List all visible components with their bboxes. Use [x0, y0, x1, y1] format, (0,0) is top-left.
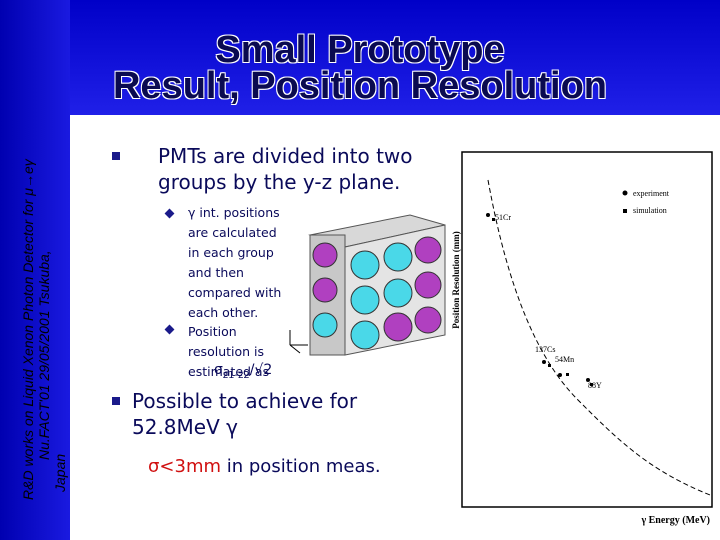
point-label: 51Cr — [495, 213, 511, 222]
note-text: in position meas. — [226, 456, 381, 477]
bullet-text: PMTs are divided into two groups by the … — [158, 144, 413, 194]
resolution-plot: experiment simulation 51Cr 137Cs 54Mn 88… — [451, 151, 713, 526]
y-axis-label: Position Resolution (mm) — [451, 231, 461, 329]
bullet-marker — [112, 152, 120, 160]
formula-symbol: σ — [214, 362, 223, 378]
sub-bullet-text: γ int. positions are calculated in each … — [188, 205, 282, 320]
point-label: 54Mn — [555, 355, 574, 364]
side-line: Japan — [52, 453, 68, 492]
sub-bullet-marker — [164, 324, 175, 335]
bullet-text: Possible to achieve for 52.8MeV γ — [132, 389, 358, 439]
title-line: Result, Position Resolution — [112, 65, 608, 107]
pmt-diagram — [289, 214, 446, 356]
side-line: Nu.FACT'01 29/05/2001 Tsukuba, — [36, 250, 52, 460]
highlight: σ<3mm — [148, 456, 222, 477]
point-label: 137Cs — [535, 345, 555, 354]
legend-label: experiment — [633, 189, 670, 198]
formula: σz1-z2/√2 — [214, 360, 272, 386]
side-line: R&D works on Liquid Xenon Photon Detecto… — [20, 159, 36, 500]
header-band — [70, 0, 720, 115]
title-line: Small Prototype — [215, 29, 505, 71]
bullet-marker — [112, 397, 120, 405]
point-label: 88Y — [588, 381, 602, 390]
bullet-note: σ<3mm in position meas. — [148, 454, 381, 480]
x-axis-label: γ Energy (MeV) — [640, 515, 710, 526]
formula-denominator: /√2 — [249, 362, 273, 378]
sub-bullet-text: Position resolution is estimated as — [188, 324, 270, 379]
formula-subscript: z1-z2 — [222, 369, 250, 381]
legend-label: simulation — [633, 206, 667, 215]
sub-bullet-marker — [164, 208, 175, 219]
side-band — [0, 0, 70, 540]
